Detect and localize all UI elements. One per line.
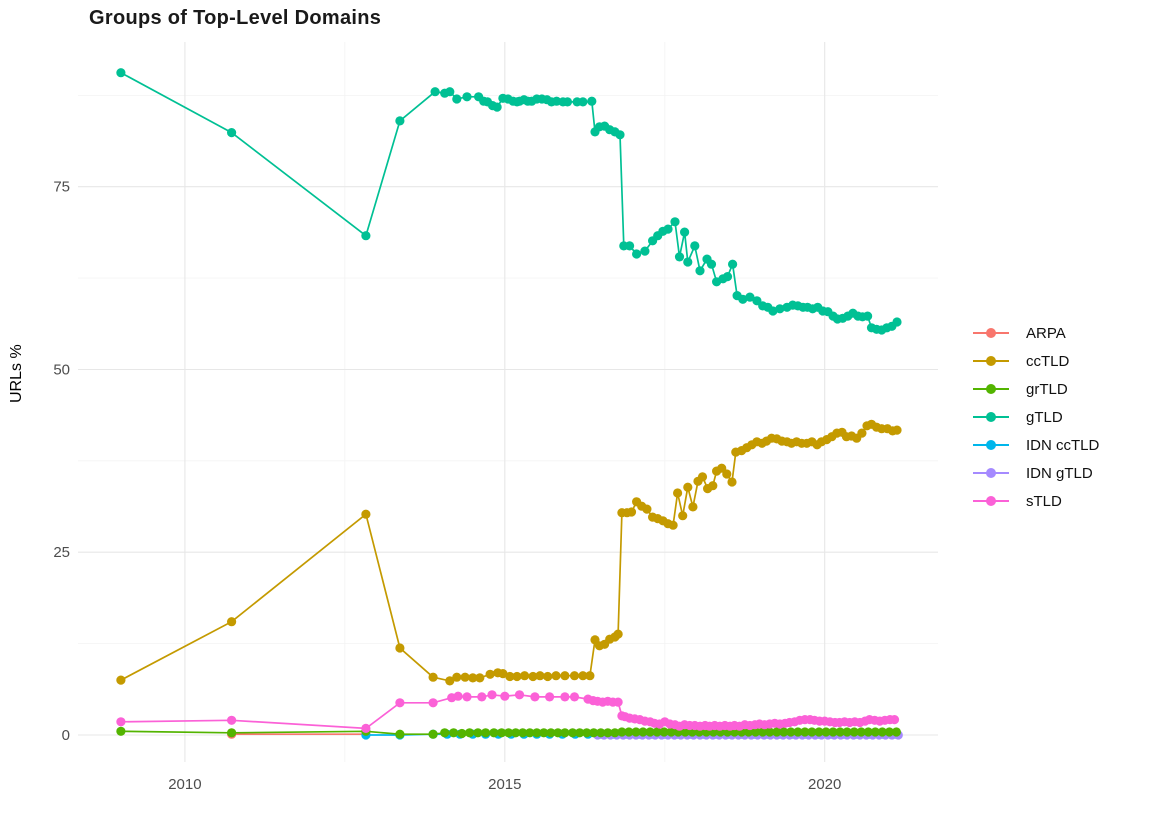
legend-item-stld: sTLD: [973, 487, 1099, 515]
legend-key-idn-gtld: [973, 464, 1009, 482]
legend-key-grtld: [973, 380, 1009, 398]
gtld-dot-icon: [986, 412, 996, 422]
cctld-dot-icon: [986, 356, 996, 366]
series-cctld: [116, 419, 902, 686]
idn-cctld-dot-icon: [986, 440, 996, 450]
y-tick-label: 25: [53, 544, 70, 561]
x-tick-label: 2015: [488, 776, 521, 793]
axis-tick-labels: 0 25 50 75 2010 2015 2020: [53, 179, 841, 793]
legend-label-idn-cctld: IDN ccTLD: [1026, 436, 1100, 454]
legend-item-grtld: grTLD: [973, 375, 1099, 403]
legend-key-arpa: [973, 324, 1009, 342]
y-tick-label: 50: [53, 362, 70, 379]
legend-label-cctld: ccTLD: [1026, 352, 1070, 370]
idn-gtld-dot-icon: [986, 468, 996, 478]
legend-label-idn-gtld: IDN gTLD: [1026, 464, 1093, 482]
legend-item-arpa: ARPA: [973, 319, 1099, 347]
stld-dot-icon: [986, 496, 996, 506]
legend-label-stld: sTLD: [1026, 492, 1062, 510]
legend-key-stld: [973, 492, 1009, 510]
y-axis-title: URLs %: [8, 344, 25, 403]
legend-item-cctld: ccTLD: [973, 347, 1099, 375]
legend-label-grtld: grTLD: [1026, 380, 1068, 398]
gridlines-major: [78, 42, 938, 762]
legend-item-idn-gtld: IDN gTLD: [973, 459, 1099, 487]
gridlines-minor: [78, 42, 938, 762]
legend-key-idn-cctld: [973, 436, 1009, 454]
y-tick-label: 75: [53, 179, 70, 196]
x-tick-label: 2020: [808, 776, 841, 793]
legend: ARPA ccTLD grTLD gTLD IDN ccTLD IDN gTLD…: [973, 319, 1099, 515]
legend-key-gtld: [973, 408, 1009, 426]
chart-title: Groups of Top-Level Domains: [89, 7, 382, 29]
legend-key-cctld: [973, 352, 1009, 370]
x-tick-label: 2010: [168, 776, 201, 793]
legend-label-gtld: gTLD: [1026, 408, 1063, 426]
legend-item-gtld: gTLD: [973, 403, 1099, 431]
series-gtld: [116, 68, 902, 335]
grtld-dot-icon: [986, 384, 996, 394]
arpa-dot-icon: [986, 328, 996, 338]
y-tick-label: 0: [62, 727, 70, 744]
series-stld: [116, 690, 900, 734]
series-grtld: [116, 726, 902, 739]
legend-item-idn-cctld: IDN ccTLD: [973, 431, 1099, 459]
legend-label-arpa: ARPA: [1026, 324, 1066, 342]
